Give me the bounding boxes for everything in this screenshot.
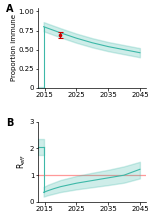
Text: A: A [6, 3, 13, 14]
Text: B: B [6, 118, 13, 128]
Y-axis label: Proportion immune: Proportion immune [11, 14, 16, 81]
Y-axis label: R$_{eff}$: R$_{eff}$ [15, 154, 28, 169]
